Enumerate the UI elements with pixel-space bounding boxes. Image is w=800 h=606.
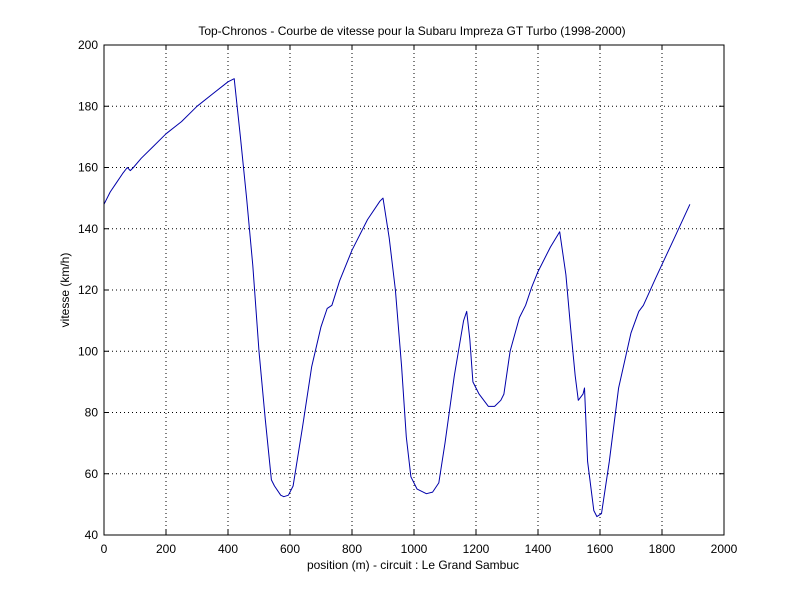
x-tick-label: 1800 [649,542,676,556]
y-axis-label: vitesse (km/h) [58,253,72,328]
x-tick-label: 1200 [463,542,490,556]
grid [104,45,724,535]
x-tick-label: 200 [156,542,176,556]
speed-series-line [103,78,691,518]
x-tick-label: 2000 [711,542,738,556]
y-tick-label: 80 [85,406,99,420]
x-tick-label: 1600 [587,542,614,556]
x-tick-label: 400 [218,542,238,556]
y-tick-label: 60 [85,467,99,481]
x-tick-label: 600 [280,542,300,556]
y-tick-label: 120 [78,283,98,297]
y-tick-label: 200 [78,38,98,52]
x-axis-label: position (m) - circuit : Le Grand Sambuc [307,558,519,572]
x-tick-label: 1400 [525,542,552,556]
y-tick-label: 100 [78,344,98,358]
x-tick-label: 1000 [401,542,428,556]
series-layer [103,78,691,518]
y-tick-label: 180 [78,99,98,113]
y-tick-label: 40 [85,528,99,542]
y-tick-label: 140 [78,222,98,236]
chart-title: Top-Chronos - Courbe de vitesse pour la … [198,24,625,38]
x-tick-label: 800 [342,542,362,556]
x-tick-label: 0 [101,542,108,556]
plot-frame [103,44,725,536]
y-tick-label: 160 [78,161,98,175]
ticks: 0 200 400 600 800 1000 1200 1400 1600 1800 2000 40 6… [78,38,738,556]
